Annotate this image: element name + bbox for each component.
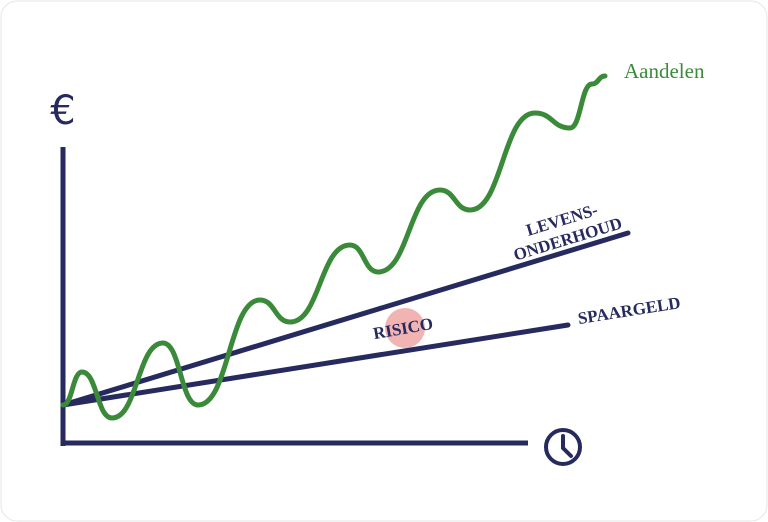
clock-icon [544,428,582,466]
living-costs-line [60,230,631,408]
savings-line [60,322,571,408]
euro-symbol: € [50,88,75,134]
risk-marker [385,308,425,348]
stocks-label: Aandelen [624,59,705,83]
stocks-line [60,73,608,421]
